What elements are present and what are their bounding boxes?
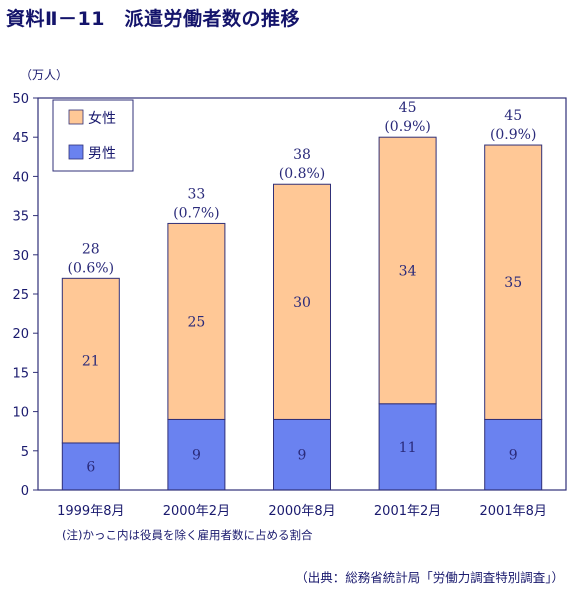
data-label-male: 6: [86, 459, 95, 475]
bar-male: [273, 418, 331, 491]
data-label-female: 34: [399, 263, 417, 279]
share-label: (0.9%): [490, 127, 537, 143]
y-axis-unit-label: （万人）: [20, 68, 69, 82]
data-label-female: 30: [293, 295, 311, 311]
bar-female: [484, 144, 543, 420]
y-tick-label: 5: [21, 445, 29, 460]
data-label-male: 9: [192, 448, 201, 464]
legend: 女性 男性: [52, 99, 134, 172]
y-tick-label: 20: [12, 327, 29, 342]
bar-male: [378, 403, 437, 491]
x-category-label: 1999年8月: [57, 504, 124, 519]
legend-swatch-male: [68, 144, 84, 160]
total-label: 33: [187, 186, 205, 202]
data-label-male: 11: [399, 440, 417, 456]
y-tick-label: 40: [12, 170, 29, 185]
plot-area-frame: [37, 97, 567, 491]
bar-female: [378, 136, 437, 405]
legend-label-female: 女性: [88, 110, 116, 127]
data-label-female: 21: [82, 354, 100, 370]
total-label: 38: [293, 147, 311, 163]
data-label-male: 9: [298, 448, 307, 464]
x-category-label: 2000年2月: [163, 504, 230, 519]
y-tick-label: 45: [12, 131, 29, 146]
total-label: 28: [82, 241, 100, 257]
y-tick-label: 30: [12, 249, 29, 264]
y-tick-label: 50: [12, 92, 29, 107]
y-tick-label: 10: [12, 406, 29, 421]
bar-male: [61, 442, 120, 491]
source-citation: （出典：総務省統計局「労働力調査特別調査」）: [295, 570, 564, 585]
bar-female: [61, 277, 120, 444]
bar-male: [484, 418, 543, 491]
share-label: (0.8%): [279, 166, 326, 182]
y-tick-label: 35: [12, 210, 29, 225]
footnote: (注)かっこ内は役員を除く雇用者数に占める割合: [62, 528, 313, 542]
share-label: (0.6%): [68, 260, 115, 276]
bar-female: [273, 183, 331, 420]
legend-label-male: 男性: [88, 146, 116, 162]
share-label: (0.9%): [384, 119, 431, 135]
legend-swatch-female: [68, 109, 84, 125]
y-tick-label: 15: [12, 366, 29, 381]
y-tick-label: 25: [12, 288, 29, 303]
bar-female: [167, 222, 226, 420]
page-title: 資料Ⅱ－11 派遣労働者数の推移: [6, 8, 300, 30]
data-label-male: 9: [509, 448, 518, 464]
data-label-female: 25: [187, 314, 205, 330]
x-category-label: 2001年8月: [480, 504, 547, 519]
x-category-label: 2000年8月: [268, 504, 335, 519]
total-label: 45: [504, 108, 522, 124]
y-tick-label: 0: [21, 484, 29, 499]
share-label: (0.7%): [173, 205, 220, 221]
x-category-label: 2001年2月: [374, 504, 441, 519]
legend-box: [52, 99, 134, 172]
total-label: 45: [399, 100, 417, 116]
bar-male: [167, 418, 226, 491]
data-label-female: 35: [504, 275, 522, 291]
